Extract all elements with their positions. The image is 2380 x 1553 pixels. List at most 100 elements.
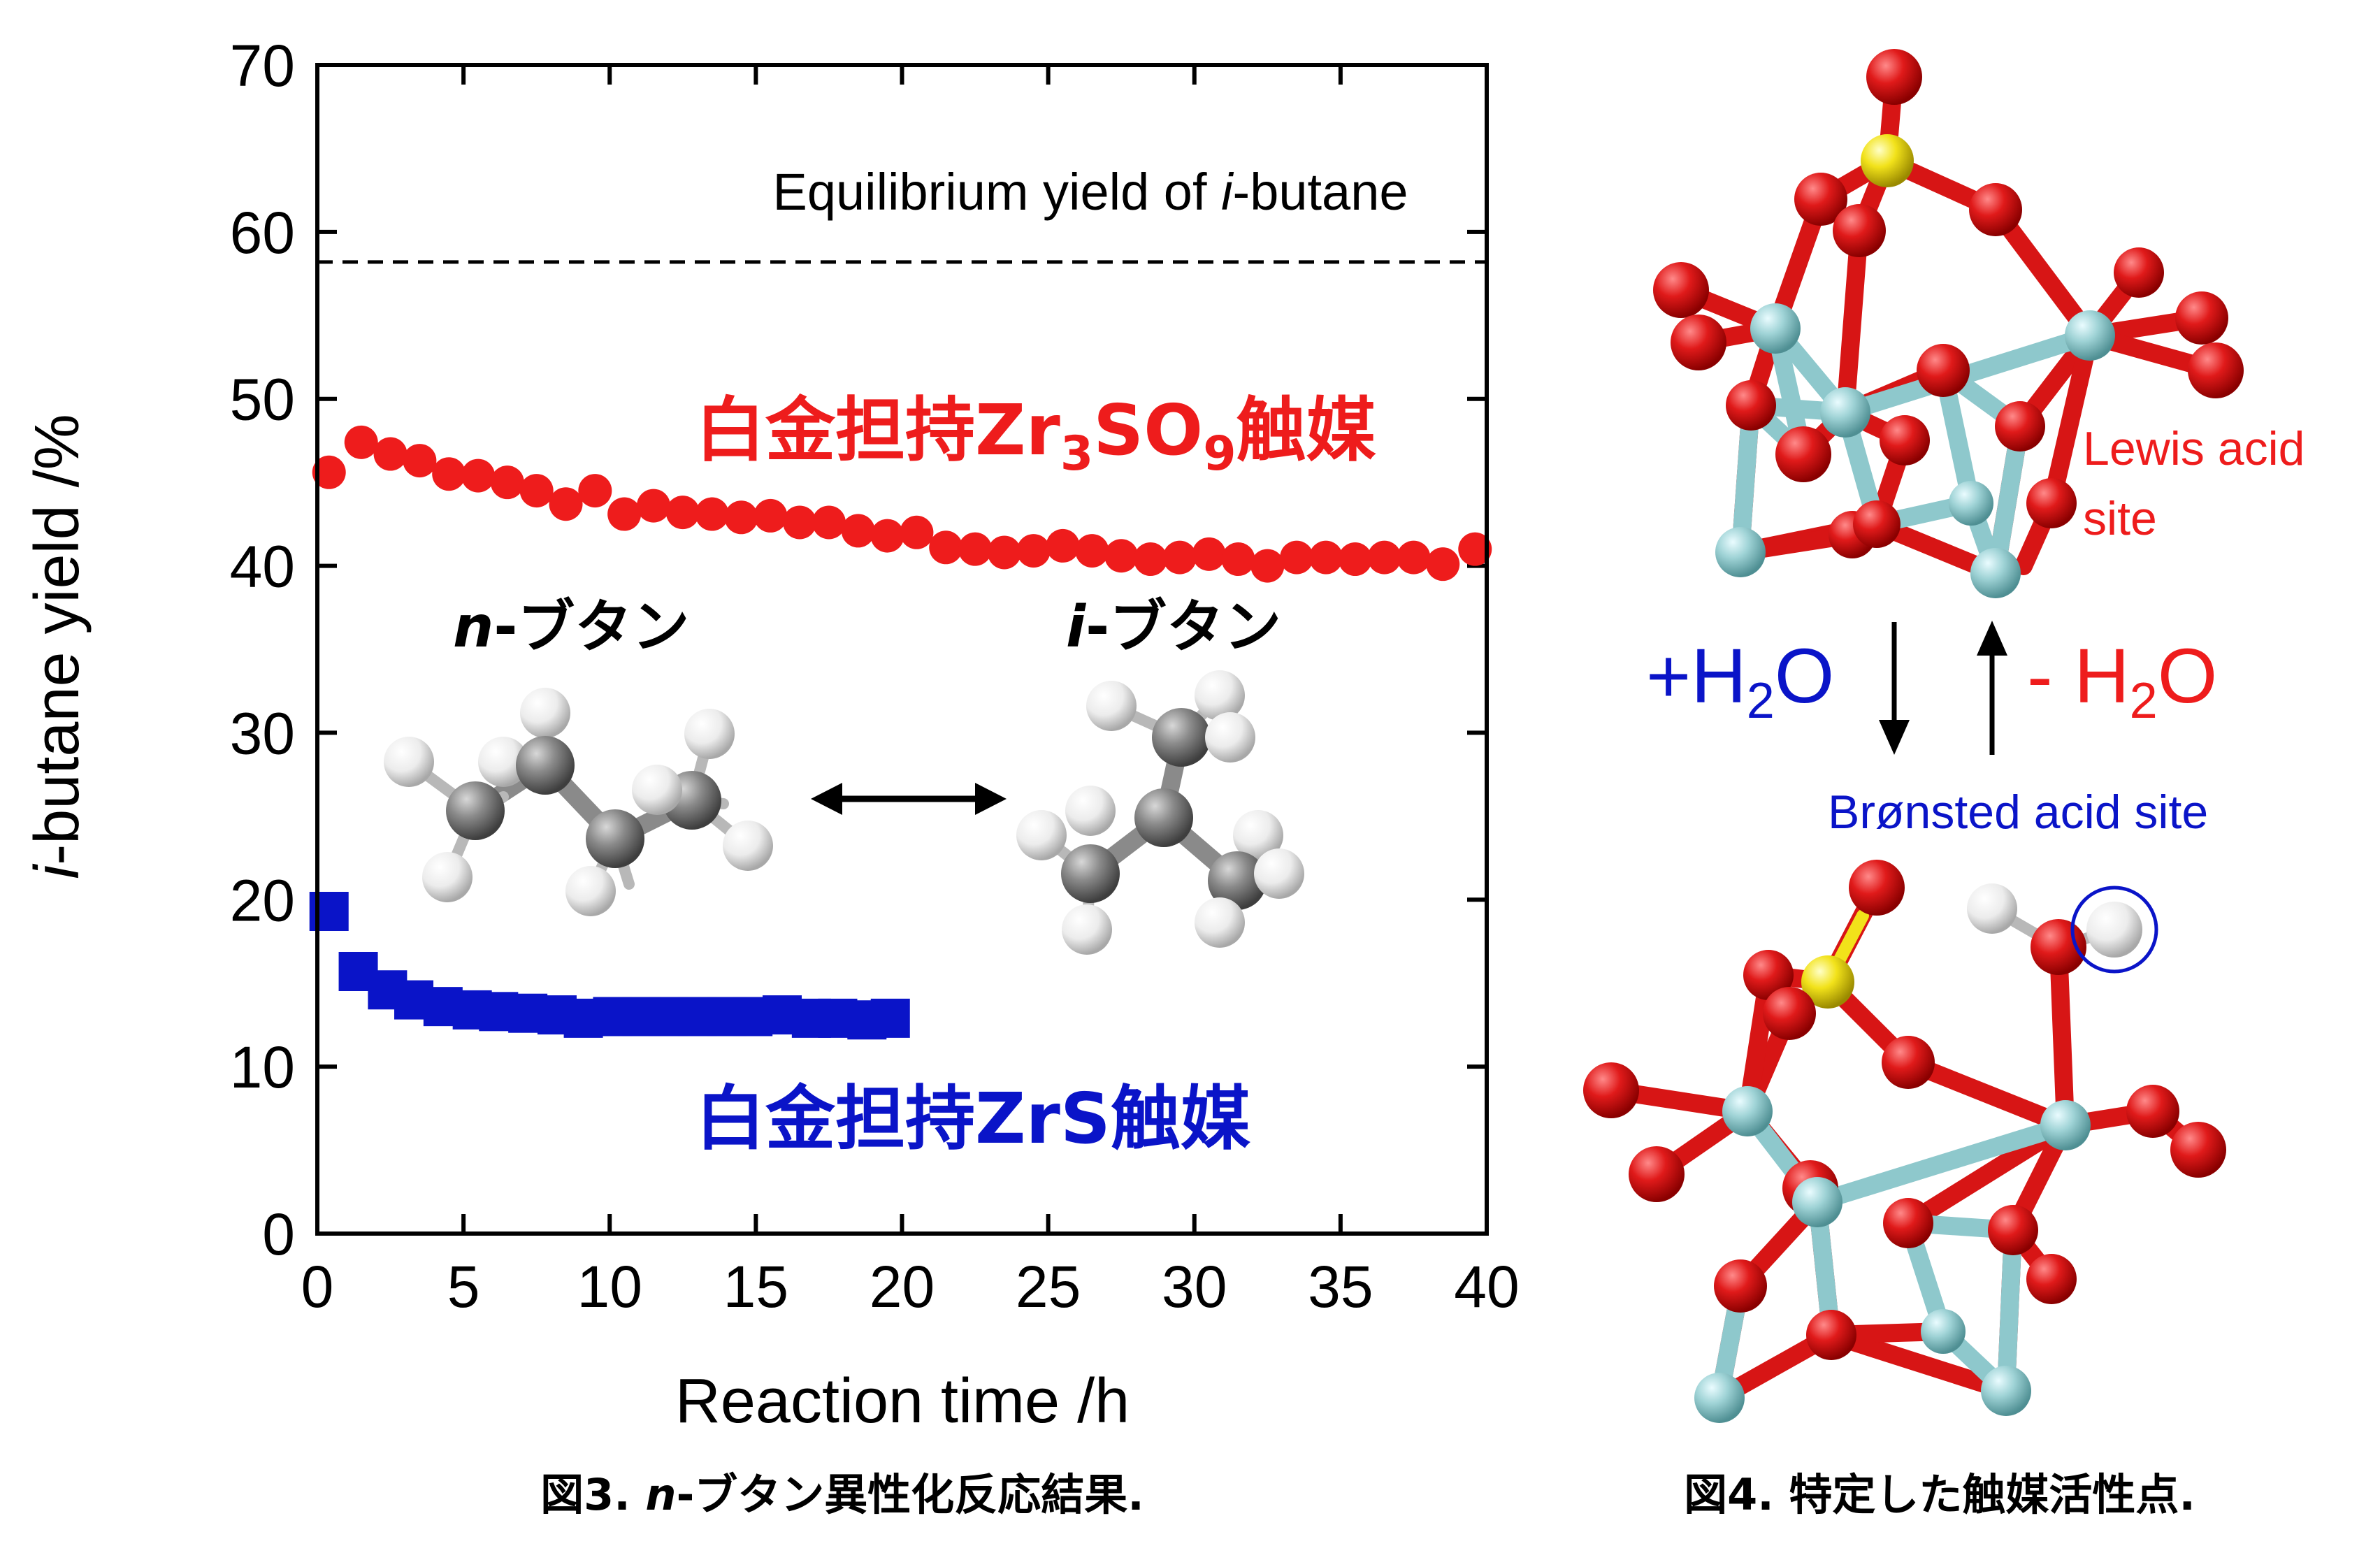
figure3-caption: 図3. n-ブタン異性化反応結果. <box>540 1469 1144 1520</box>
data-point <box>403 444 437 478</box>
data-point <box>1426 547 1460 582</box>
n-butane-molecule <box>384 688 773 916</box>
y-tick-label: 40 <box>230 534 295 600</box>
data-point <box>1250 549 1285 583</box>
data-point <box>344 425 378 459</box>
data-point <box>1162 540 1197 575</box>
plus-water-a: +H <box>1646 633 1747 719</box>
data-point <box>870 519 904 553</box>
y-axis: 0 10 20 30 40 50 60 70 <box>230 33 1487 1267</box>
lewis-acid-label-line1: Lewis acid <box>2083 422 2305 475</box>
series-label-zr3so9-main: 白金担持Zr <box>695 389 1061 471</box>
data-point <box>1458 532 1492 566</box>
equilibrium-label-post: -butane <box>1233 163 1408 221</box>
lewis-acid-label-2: site <box>2083 492 2157 545</box>
i-butane-label-prefix: i <box>1066 594 1087 660</box>
figure3-caption-italic: n <box>645 1469 676 1520</box>
minus-water-a: - H <box>2027 633 2130 719</box>
data-point <box>432 457 466 491</box>
lewis-acid-structure <box>1653 49 2244 598</box>
data-point <box>753 498 788 533</box>
x-tick-label: 10 <box>577 1254 642 1320</box>
equilibrium-label-italic: i <box>1221 163 1234 221</box>
n-butane-label: n-ブタン <box>453 594 689 660</box>
data-point <box>958 532 993 566</box>
data-point <box>783 505 817 540</box>
y-tick-label: 50 <box>230 367 295 433</box>
y-tick-label: 60 <box>230 200 295 266</box>
data-point <box>1134 542 1168 577</box>
lewis-acid-label-line2: site <box>2083 492 2157 545</box>
i-butane-label-suffix: -ブタン <box>1086 594 1281 660</box>
data-point <box>1192 537 1226 571</box>
plus-water-label: +H2O <box>1646 633 1834 729</box>
minus-water-label: - H2O <box>2027 633 2217 729</box>
x-tick-label: 0 <box>301 1254 334 1320</box>
y-tick-label: 70 <box>230 33 295 99</box>
data-point <box>870 998 910 1038</box>
data-point <box>1367 540 1401 575</box>
figure4-caption: 図4. 特定した触媒活性点. <box>1684 1469 2195 1520</box>
series-label-zr3so9-sub1: 3 <box>1060 426 1093 482</box>
minus-water-sub: 2 <box>2130 673 2158 729</box>
x-tick-label: 20 <box>870 1254 935 1320</box>
figure3-caption-pre: 図3. <box>540 1469 645 1520</box>
data-point <box>1280 540 1314 575</box>
data-point <box>812 505 846 540</box>
series-label-zr3so9-sub2: 9 <box>1203 426 1236 482</box>
data-point <box>929 530 963 565</box>
data-point <box>1104 539 1139 573</box>
y-axis-title: i-butane yield /% <box>22 414 92 879</box>
i-butane-molecule <box>1016 670 1304 955</box>
plus-water-b: O <box>1775 633 1835 719</box>
data-point <box>607 497 642 531</box>
data-point <box>636 489 670 523</box>
data-point <box>312 455 346 489</box>
data-point <box>1016 534 1051 568</box>
x-axis-title: Reaction time /h <box>675 1366 1130 1436</box>
data-point <box>665 496 700 530</box>
i-butane-label: i-ブタン <box>1066 594 1281 660</box>
data-point <box>1308 540 1343 575</box>
data-point <box>987 535 1021 570</box>
series-zr3so9 <box>312 425 1492 583</box>
equilibrium-label-pre: Equilibrium yield of <box>772 163 1221 221</box>
n-butane-label-suffix: -ブタン <box>493 594 689 660</box>
data-point <box>1397 540 1431 575</box>
series-zrs <box>309 892 910 1040</box>
data-point <box>461 458 496 493</box>
data-point <box>1075 534 1109 568</box>
data-point <box>695 497 729 531</box>
series-label-zr3so9-mid: SO <box>1093 389 1203 471</box>
y-axis-title-italic: i <box>22 863 92 879</box>
data-point <box>549 487 583 521</box>
x-tick-label: 25 <box>1016 1254 1081 1320</box>
data-point <box>841 514 875 548</box>
series-label-zr3so9: 白金担持Zr3SO9触媒 <box>695 389 1377 482</box>
y-tick-label: 30 <box>230 700 295 766</box>
y-tick-label: 0 <box>262 1201 295 1267</box>
x-tick-label: 40 <box>1454 1254 1519 1320</box>
lewis-acid-label: Lewis acid <box>2083 422 2305 475</box>
y-axis-title-rest: -butane yield /% <box>22 414 92 865</box>
data-point <box>1046 528 1080 563</box>
data-point <box>1221 542 1255 577</box>
data-point <box>490 465 524 500</box>
down-arrow <box>1879 622 1910 755</box>
x-tick-label: 15 <box>723 1254 788 1320</box>
series-label-zr3so9-end: 触媒 <box>1236 389 1377 471</box>
equilibrium-double-arrow <box>811 783 1007 815</box>
data-point <box>724 500 758 535</box>
bronsted-acid-label: Brønsted acid site <box>1828 786 2208 839</box>
x-tick-label: 5 <box>447 1254 480 1320</box>
data-point <box>578 474 612 508</box>
x-tick-label: 30 <box>1162 1254 1227 1320</box>
up-arrow <box>1977 621 2007 755</box>
data-point <box>1338 542 1372 577</box>
y-tick-label: 20 <box>230 867 295 933</box>
plot-frame <box>315 63 1489 1236</box>
equilibrium-label: Equilibrium yield of i-butane <box>772 163 1408 221</box>
bronsted-acid-structure <box>1583 860 2226 1423</box>
